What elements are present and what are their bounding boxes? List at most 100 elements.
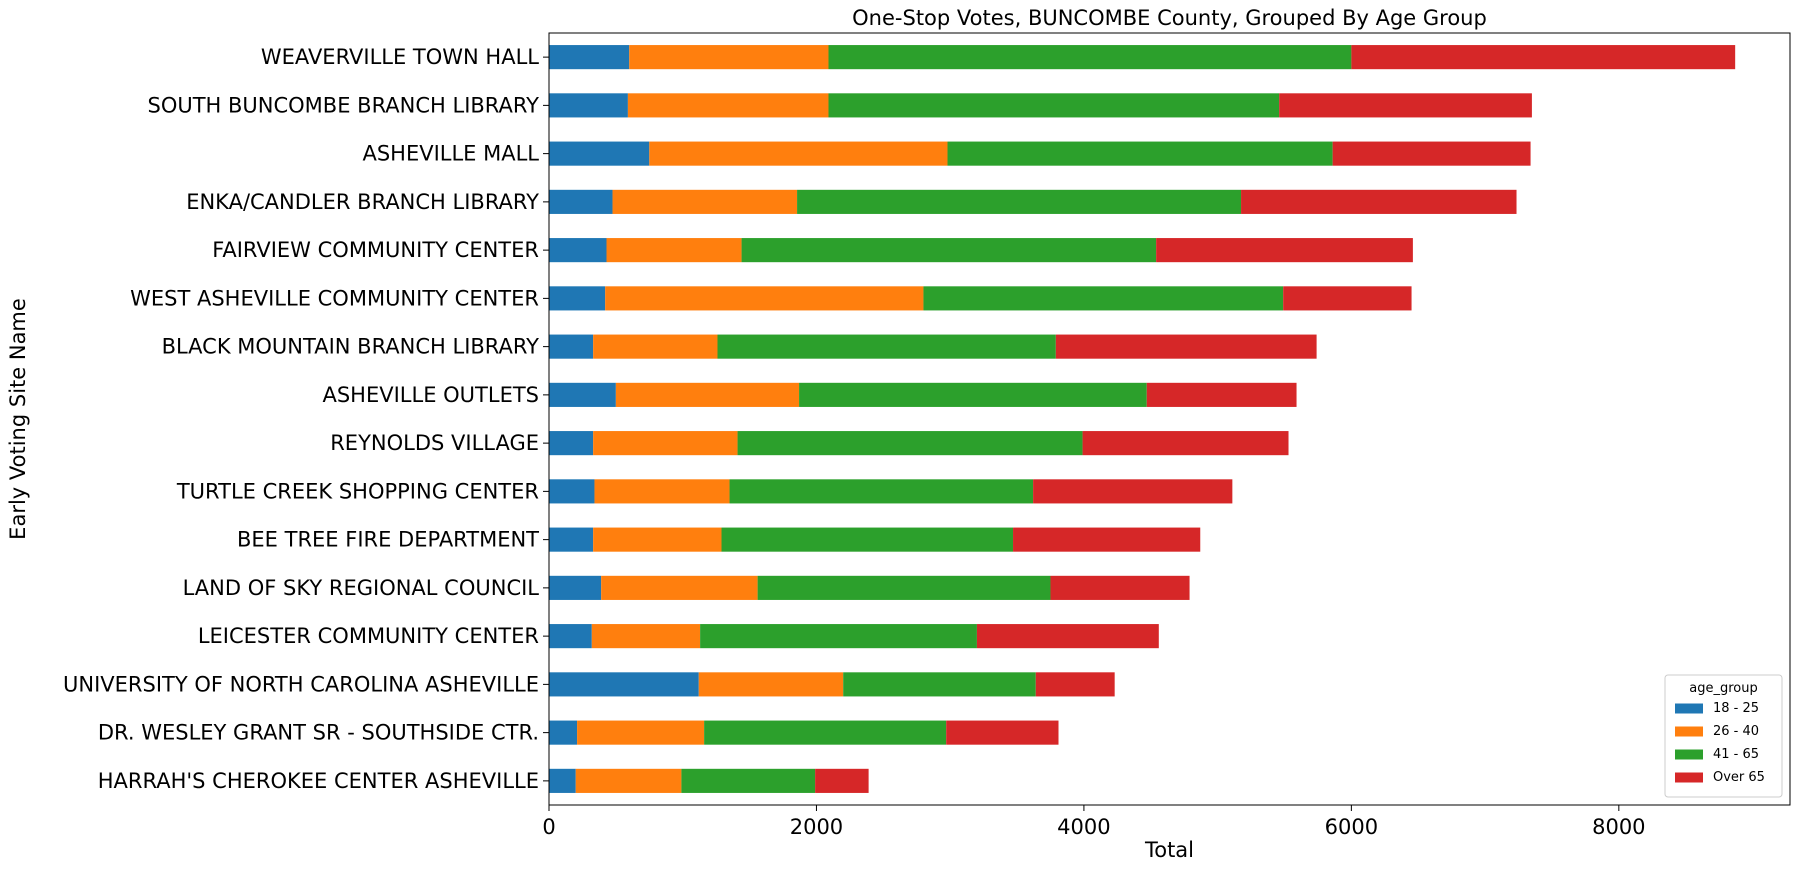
y-tick-label: BLACK MOUNTAIN BRANCH LIBRARY [162,335,540,359]
bar-segment [1351,45,1736,70]
bar-segment [593,334,718,359]
bar-segment [698,672,844,697]
bar-segment [729,479,1034,504]
bar-segment [923,286,1284,311]
y-tick-label: HARRAH'S CHEROKEE CENTER ASHEVILLE [98,769,539,793]
legend-swatch [1675,749,1703,760]
legend-swatch [1675,726,1703,737]
bar-segment [549,672,699,697]
x-axis-ticks: 0 2000 4000 6000 8000 [542,805,1646,839]
bar-segment [681,768,816,793]
bar-segment [757,575,1051,600]
y-tick-label: ENKA/CANDLER BRANCH LIBRARY [186,190,539,214]
bar-segment [593,431,738,456]
bar-segment [649,141,948,166]
bar-segment [549,527,594,552]
bar-segment [615,382,800,407]
bar-segment [1055,334,1317,359]
x-tick-label: 2000 [790,815,843,839]
bar-segment [549,624,592,649]
y-tick-label: BEE TREE FIRE DEPARTMENT [237,528,539,552]
bar-segment [601,575,758,600]
y-tick-label: DR. WESLEY GRANT SR - SOUTHSIDE CTR. [98,721,539,745]
bar-segment [815,768,869,793]
bar-segment [577,720,705,745]
bar-segment [721,527,1014,552]
legend-label: 26 - 40 [1713,724,1759,739]
legend-title: age_group [1689,681,1757,696]
bar-segment [947,141,1333,166]
x-axis-label: Total [1144,838,1194,862]
bar-segment [627,93,829,118]
y-tick-label: LAND OF SKY REGIONAL COUNCIL [183,576,540,600]
x-tick-label: 4000 [1057,815,1110,839]
y-tick-label: TURTLE CREEK SHOPPING CENTER [176,479,539,503]
x-tick-label: 0 [542,815,555,839]
bar-segment [549,720,578,745]
legend: age_group 18 - 25 26 - 40 41 - 65 Over 65 [1664,674,1783,798]
bar-segment [1156,238,1413,263]
bar-segment [612,189,798,214]
y-tick-label: WEST ASHEVILLE COMMUNITY CENTER [130,286,539,310]
legend-label: 41 - 65 [1713,747,1759,762]
chart-title: One-Stop Votes, BUNCOMBE County, Grouped… [852,6,1487,30]
bar-segment [549,334,594,359]
legend-swatch [1675,772,1703,783]
y-tick-label: SOUTH BUNCOMBE BRANCH LIBRARY [147,93,539,117]
legend-label: 18 - 25 [1713,701,1759,716]
bar-segment [549,575,602,600]
y-tick-label: WEAVERVILLE TOWN HALL [261,45,539,69]
plot-area-frame [548,32,1791,806]
bar-segment [1283,286,1412,311]
y-tick-label: LEICESTER COMMUNITY CENTER [198,624,539,648]
bar-segment [575,768,682,793]
legend-label: Over 65 [1713,770,1765,785]
y-tick-label: ASHEVILLE MALL [362,142,539,166]
bar-segment [1035,672,1115,697]
bar-segment [1050,575,1190,600]
bar-segment [799,382,1147,407]
bar-segment [828,93,1280,118]
bar-segment [843,672,1036,697]
bar-segment [594,479,730,504]
bar-segment [946,720,1059,745]
x-tick-label: 8000 [1592,815,1645,839]
bar-segment [549,768,576,793]
bar-segment [549,286,606,311]
bar-segment [549,93,628,118]
bar-segment [549,45,630,70]
bar-segment [1279,93,1532,118]
bar-segment [1332,141,1531,166]
bar-segment [606,238,742,263]
bar-segment [629,45,829,70]
bar-segment [593,527,722,552]
y-axis-label: Early Voting Site Name [6,298,30,540]
legend-swatch [1675,703,1703,714]
y-axis-ticks: WEAVERVILLE TOWN HALL SOUTH BUNCOMBE BRAN… [63,45,549,793]
bar-segment [1082,431,1289,456]
bar-segment [976,624,1159,649]
y-tick-label: REYNOLDS VILLAGE [330,431,539,455]
bar-segment [797,189,1242,214]
bar-segment [828,45,1352,70]
bar-segment [549,141,650,166]
y-tick-label: UNIVERSITY OF NORTH CAROLINA ASHEVILLE [63,672,539,696]
bar-segment [737,431,1083,456]
bar-segment [605,286,924,311]
bar-segment [704,720,947,745]
bar-segment [700,624,977,649]
bar-segment [549,382,616,407]
x-tick-label: 6000 [1325,815,1378,839]
bar-segment [591,624,701,649]
bar-segment [549,189,613,214]
bar-segment [549,238,607,263]
bar-segment [1241,189,1517,214]
bar-segment [1146,382,1297,407]
bar-segment [549,479,595,504]
bars-layer [549,45,1736,793]
y-tick-label: ASHEVILLE OUTLETS [322,383,539,407]
bar-segment [741,238,1157,263]
bar-segment [717,334,1056,359]
y-tick-label: FAIRVIEW COMMUNITY CENTER [212,238,539,262]
